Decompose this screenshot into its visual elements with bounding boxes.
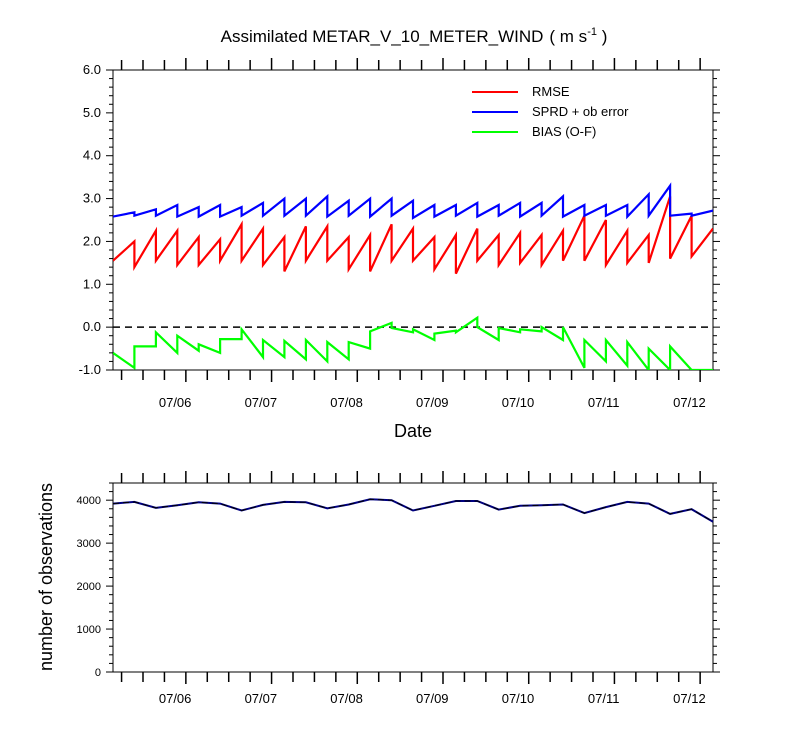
y-tick-label: 2.0: [83, 233, 101, 248]
y-tick-label: 4.0: [83, 148, 101, 163]
y-tick-label: 0: [95, 667, 101, 679]
x-tick-label: 07/11: [588, 395, 620, 410]
bottom-axis-ticks: 0 1000 2000 3000 4000 07/06 07/07 07/08 07/09 07/…: [77, 471, 720, 706]
x-tick-label: 07/11: [588, 691, 620, 706]
x-tick-label: 07/07: [245, 691, 278, 706]
x-tick-label: 07/12: [673, 691, 706, 706]
legend-label: BIAS (O-F): [532, 124, 596, 139]
legend: RMSE SPRD + ob error BIAS (O-F): [472, 84, 629, 139]
y-tick-label: 1.0: [83, 276, 101, 291]
legend-label: SPRD + ob error: [532, 104, 629, 119]
series-line-sprd-ob-error: [113, 182, 713, 220]
x-axis-title: Date: [394, 421, 432, 441]
chart-title: Assimilated METAR_V_10_METER_WIND( m s-1…: [221, 26, 608, 46]
obs-count-dashed-line: [112, 498, 714, 523]
series-line-rmse: [113, 196, 713, 275]
x-tick-label: 07/10: [502, 691, 535, 706]
y-tick-label: 4000: [77, 495, 101, 507]
y-tick-label: 3.0: [83, 191, 101, 206]
legend-label: RMSE: [532, 84, 570, 99]
x-tick-label: 07/12: [673, 395, 706, 410]
y-tick-label: 1000: [77, 624, 101, 636]
top-series-group: [113, 182, 713, 370]
series-line-bias-o-f-: [113, 315, 713, 370]
y-tick-label: 0.0: [83, 319, 101, 334]
y-tick-label: 2000: [77, 581, 101, 593]
bottom-series-group: [112, 498, 714, 523]
top-plot-frame: [112, 69, 714, 371]
x-tick-label: 07/09: [416, 691, 449, 706]
x-tick-label: 07/08: [330, 691, 363, 706]
y-tick-label: 6.0: [83, 62, 101, 77]
x-tick-label: 07/06: [159, 395, 192, 410]
y-axis-title: number of observations: [36, 483, 56, 671]
x-tick-label: 07/06: [159, 691, 192, 706]
x-tick-label: 07/09: [416, 395, 449, 410]
top-axis-ticks: -1.0 0.0 1.0 2.0 3.0 4.0 5.0 6.0 07/06 07/07 07/08…: [79, 58, 720, 410]
y-tick-label: 3000: [77, 538, 101, 550]
y-tick-label: -1.0: [79, 362, 101, 377]
x-tick-label: 07/10: [502, 395, 535, 410]
x-tick-label: 07/08: [330, 395, 363, 410]
y-tick-label: 5.0: [83, 105, 101, 120]
x-tick-label: 07/07: [245, 395, 278, 410]
